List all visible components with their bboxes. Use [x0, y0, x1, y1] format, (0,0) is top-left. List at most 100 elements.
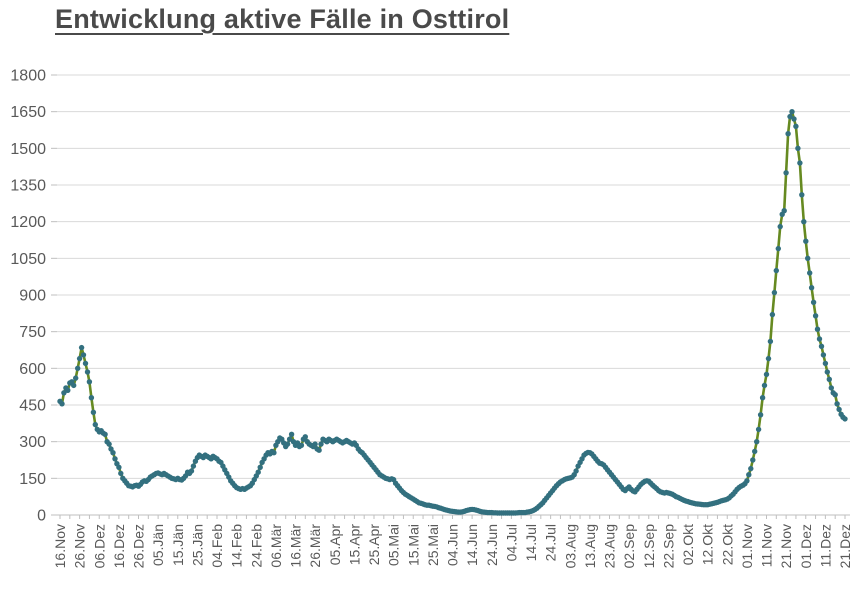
data-point-marker	[110, 450, 116, 456]
x-axis-label: 22.Sep	[660, 524, 676, 569]
data-point-marker	[112, 456, 118, 462]
x-axis-label: 05.Mai	[386, 524, 402, 566]
y-axis-label: 150	[19, 471, 46, 488]
data-point-marker	[92, 421, 99, 428]
x-axis-label: 04.Jun	[445, 524, 461, 566]
data-point-marker	[765, 355, 772, 362]
data-point-marker	[116, 464, 122, 470]
x-axis-label: 12.Okt	[700, 524, 716, 565]
data-point-marker	[257, 464, 263, 470]
data-point-marker	[757, 412, 764, 418]
x-axis-label: 03.Aug	[562, 524, 578, 568]
data-point-marker	[86, 379, 93, 385]
x-axis-label: 14.Jul	[523, 524, 539, 561]
x-axis-label: 06.Dez	[91, 524, 107, 568]
data-point-marker	[826, 376, 832, 382]
y-axis-label: 1500	[10, 141, 46, 158]
x-axis-label: 15.Jän	[170, 524, 186, 566]
y-axis-label: 1350	[10, 178, 46, 195]
data-point-marker	[793, 123, 799, 129]
data-point-marker	[188, 468, 195, 474]
data-point-marker	[771, 289, 778, 296]
data-point-marker	[59, 401, 65, 407]
x-axis-label: 12.Sep	[641, 524, 657, 569]
data-point-marker	[781, 208, 787, 214]
y-axis-label: 300	[19, 434, 46, 451]
data-point-marker	[799, 192, 805, 198]
y-axis-label: 1200	[10, 214, 46, 231]
x-axis-label: 01.Nov	[739, 524, 755, 568]
x-axis-label: 26.Dez	[131, 524, 147, 568]
data-point-marker	[61, 390, 67, 396]
data-point-marker	[312, 441, 318, 447]
data-point-marker	[789, 109, 795, 115]
x-axis-label: 22.Okt	[719, 524, 735, 565]
data-point-marker	[78, 344, 85, 351]
data-point-marker	[797, 160, 803, 166]
x-axis-label: 21.Dez	[837, 524, 853, 568]
data-point-marker	[80, 352, 87, 358]
data-point-marker	[820, 352, 827, 358]
x-axis-label: 14.Feb	[229, 524, 245, 568]
x-axis-label: 15.Apr	[346, 524, 362, 566]
x-axis-label: 11.Nov	[759, 524, 775, 567]
x-axis-label: 21.Nov	[778, 524, 794, 568]
x-axis-label: 16.Dez	[111, 524, 127, 568]
data-point-marker	[769, 311, 776, 318]
data-point-marker	[82, 360, 89, 367]
data-point-marker	[84, 369, 91, 375]
y-axis-label: 1800	[10, 68, 46, 85]
data-point-marker	[761, 382, 768, 389]
y-axis-label: 1050	[10, 251, 46, 268]
data-point-marker	[88, 395, 95, 401]
data-point-marker	[755, 426, 762, 433]
x-axis-label: 02.Okt	[680, 524, 696, 565]
data-point-marker	[803, 238, 809, 244]
data-point-marker	[763, 371, 770, 378]
x-axis-label: 24.Jun	[484, 524, 500, 566]
data-point-marker	[746, 472, 752, 478]
data-point-marker	[302, 434, 308, 440]
data-point-marker	[828, 385, 834, 391]
x-axis-label: 24.Feb	[248, 524, 264, 568]
data-point-marker	[284, 441, 291, 447]
data-point-marker	[785, 131, 791, 137]
x-axis-label: 13.Aug	[582, 524, 598, 568]
x-axis-label: 16.Nov	[52, 524, 68, 568]
x-axis-label: 05.Jän	[150, 524, 166, 566]
data-point-marker	[754, 439, 760, 445]
y-axis-label: 900	[19, 288, 46, 305]
x-axis-label: 26.Mär	[307, 524, 323, 568]
x-axis-label: 14.Jun	[464, 524, 480, 566]
y-axis-label: 450	[19, 398, 46, 415]
data-point-marker	[783, 170, 789, 176]
y-axis-label: 0	[37, 508, 46, 525]
data-point-marker	[767, 338, 774, 345]
data-point-marker	[255, 469, 261, 475]
x-axis-label: 25.Mai	[425, 524, 441, 566]
data-point-marker	[288, 431, 295, 437]
y-axis-label: 1650	[10, 104, 46, 121]
data-point-marker	[298, 442, 305, 448]
x-axis-label: 26.Nov	[72, 524, 88, 568]
x-axis-label: 05.Apr	[327, 524, 343, 566]
x-axis-label: 04.Jul	[503, 524, 519, 561]
data-point-marker	[816, 336, 823, 342]
data-point-marker	[286, 436, 293, 442]
data-point-marker	[271, 450, 277, 456]
data-point-marker	[748, 465, 754, 472]
data-point-marker	[750, 457, 756, 463]
chart-title: Entwicklung aktive Fälle in Osttirol	[55, 4, 510, 34]
x-axis-label: 11.Dez	[817, 524, 833, 567]
data-point-marker	[805, 255, 811, 261]
data-point-marker	[102, 431, 108, 437]
data-point-marker	[106, 441, 112, 447]
data-point-marker	[316, 447, 322, 453]
x-axis-label: 01.Dez	[798, 524, 814, 568]
data-point-marker	[810, 299, 817, 305]
data-point-marker	[818, 343, 825, 349]
data-point-marker	[777, 223, 783, 230]
data-point-marker	[807, 270, 813, 276]
